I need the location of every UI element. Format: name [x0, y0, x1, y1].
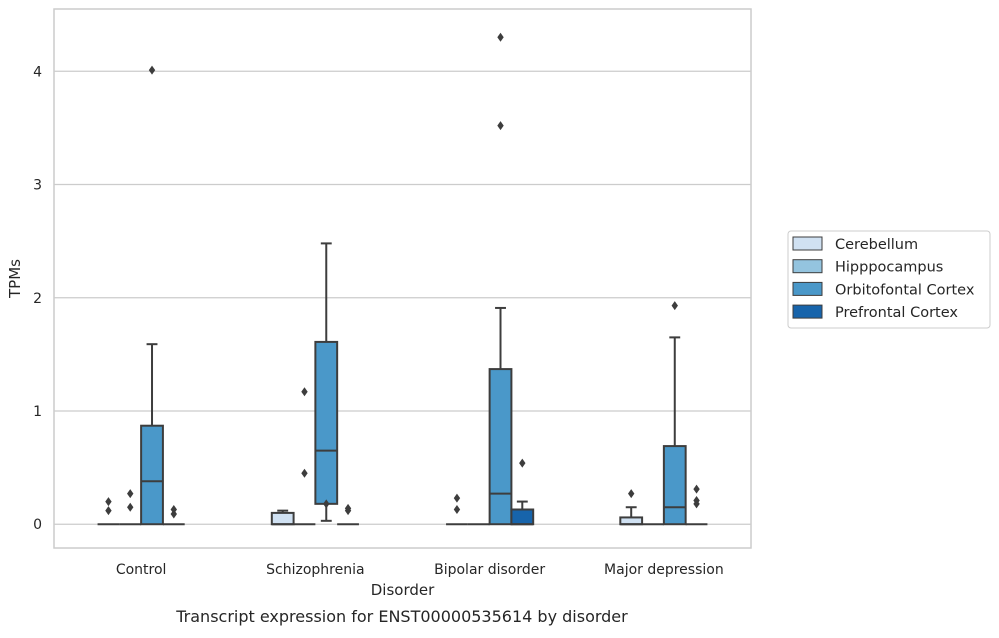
box-body: [619, 516, 644, 526]
box-cerebellum: [270, 509, 295, 526]
outlier-point: [170, 509, 177, 519]
outlier-point: [671, 301, 678, 311]
y-tick-label: 0: [33, 517, 42, 533]
outlier-point: [301, 468, 308, 478]
legend-swatch: [792, 259, 823, 274]
outlier-point: [453, 505, 461, 514]
y-tick-label: 1: [33, 404, 42, 420]
x-tick-label: Control: [116, 562, 167, 578]
legend: Cerebellum Hipppocampus Orbitofontal Corte…: [787, 230, 991, 329]
legend-swatch: [792, 236, 823, 251]
y-tick-label: 4: [33, 64, 42, 80]
legend-label: Hipppocampus: [835, 260, 943, 276]
x-axis-ticks: Control Schizophrenia Bipolar disorder Majo…: [116, 562, 724, 578]
box-cerebellum: [97, 497, 120, 526]
chart-caption: Transcript expression for ENST0000053561…: [175, 607, 628, 626]
y-axis-ticks: 0 1 2 3 4: [33, 64, 42, 533]
box-prefrontal-cortex: [337, 503, 359, 526]
box-cerebellum: [446, 493, 468, 526]
outlier-point: [301, 387, 308, 397]
box-body: [140, 424, 164, 526]
outlier-point: [693, 484, 700, 494]
legend-label: Prefrontal Cortex: [835, 305, 958, 321]
y-tick-label: 3: [33, 178, 42, 194]
y-axis-title: TPMs: [6, 259, 24, 299]
box-body: [510, 508, 535, 526]
box-plots: [97, 32, 708, 526]
legend-frame: [787, 230, 991, 329]
box-cerebellum: [619, 489, 644, 526]
x-tick-label: Bipolar disorder: [434, 562, 545, 578]
legend-label: Orbitofontal Cortex: [835, 282, 975, 298]
box-body: [488, 368, 513, 526]
x-tick-label: Major depression: [604, 562, 724, 578]
plot-frame: [53, 8, 752, 549]
outlier-point: [170, 505, 177, 514]
box-prefrontal-cortex: [685, 484, 708, 526]
box-body: [662, 445, 687, 526]
box-orbitofontal-cortex: [662, 301, 687, 526]
outlier-point: [105, 497, 112, 507]
legend-swatch: [792, 281, 823, 296]
box-body: [270, 511, 295, 526]
legend-swatch: [792, 304, 823, 319]
outlier-point: [497, 32, 504, 42]
outlier-point: [323, 499, 330, 509]
x-axis-title: Disorder: [371, 581, 435, 599]
legend-label: Cerebellum: [835, 237, 918, 253]
x-tick-label: Schizophrenia: [266, 562, 364, 578]
outlier-point: [127, 502, 134, 512]
outlier-point: [628, 489, 635, 499]
y-tick-label: 2: [33, 291, 42, 307]
outlier-point: [344, 503, 352, 513]
box-body: [314, 340, 339, 505]
outlier-point: [453, 493, 461, 503]
box-prefrontal-cortex: [510, 458, 535, 526]
box-prefrontal-cortex: [162, 505, 185, 526]
box-hipppocampus: [293, 387, 316, 526]
box-orbitofontal-cortex: [488, 32, 513, 526]
box-orbitofontal-cortex: [314, 242, 339, 522]
outlier-point: [519, 458, 526, 468]
outlier-point: [105, 506, 112, 516]
box-hipppocampus: [119, 489, 142, 526]
outlier-point: [497, 121, 504, 131]
outlier-point: [127, 489, 134, 499]
outlier-point: [693, 495, 700, 505]
outlier-point: [148, 65, 156, 75]
box-orbitofontal-cortex: [140, 65, 164, 526]
